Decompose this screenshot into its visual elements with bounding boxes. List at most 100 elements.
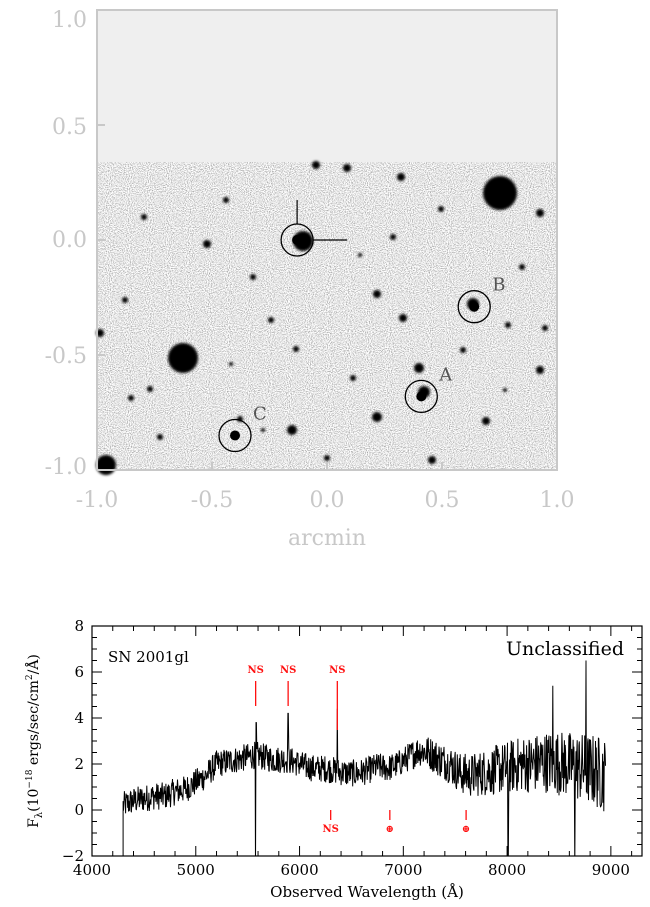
marker-label: B — [492, 275, 505, 296]
marker-circle — [457, 290, 491, 324]
spectrum-annotations: NS NS NS NS ⊕ ⊕ — [247, 665, 470, 835]
spectrum-x-tick-label: 5000 — [177, 861, 215, 879]
spectrum-x-axis-label: Observed Wavelength (Å) — [270, 883, 464, 901]
star — [312, 161, 320, 169]
telluric-icon: ⊕ — [462, 824, 470, 835]
star — [343, 164, 351, 172]
finding-marker: B — [457, 275, 505, 324]
finding-y-tick: -1.0 — [45, 455, 87, 480]
marker-circle — [218, 418, 252, 453]
star — [203, 240, 211, 248]
spectrum-classification: Unclassified — [506, 638, 624, 660]
spectrum-annotation-above: NS — [329, 665, 346, 730]
star — [373, 290, 381, 298]
y-label-units-prefix: (10 — [26, 789, 42, 812]
star — [157, 434, 163, 440]
star — [397, 173, 405, 181]
star — [324, 455, 330, 461]
y-label-units-suffix: /Å) — [24, 654, 42, 674]
star — [168, 343, 198, 373]
star — [358, 253, 362, 257]
y-label-units-mid: ergs/sec/cm — [26, 680, 42, 769]
star — [122, 297, 128, 303]
spectrum-y-tick-label: −2 — [62, 847, 84, 865]
spectrum-y-tick-label: 0 — [74, 801, 84, 819]
finding-chart-ticks — [96, 9, 558, 471]
finding-x-tick: -0.5 — [191, 488, 233, 513]
spectrum-x-tick-label: 4000 — [73, 861, 111, 879]
marker-source — [230, 430, 240, 441]
marker-source — [416, 391, 427, 402]
star — [287, 425, 297, 435]
star — [519, 264, 525, 270]
finding-x-tick: 1.0 — [540, 488, 575, 513]
annotation-label: NS — [329, 665, 345, 676]
spectrum-y-axis-label: Fλ(10−18 ergs/sec/cm2/Å) — [24, 654, 45, 828]
marker-source — [469, 301, 480, 312]
star — [250, 274, 256, 280]
finding-x-tick: 0.5 — [425, 488, 460, 513]
star — [536, 366, 544, 374]
spectrum-annotation-below: ⊕ — [462, 810, 470, 835]
star — [505, 322, 511, 328]
finding-x-tick: 0.0 — [310, 488, 345, 513]
star — [261, 428, 265, 432]
star — [483, 176, 517, 210]
finding-chart-empty-region — [97, 10, 557, 162]
star — [229, 362, 233, 366]
spectrum-x-tick-label: 8000 — [488, 861, 526, 879]
spectrum-annotation-above: NS — [280, 665, 296, 706]
spectrum-annotation-below: ⊕ — [386, 810, 394, 835]
star — [147, 386, 153, 392]
star — [223, 197, 229, 203]
spectrum-x-tick-label: 7000 — [384, 861, 422, 879]
finding-chart: B A C -1.0 -0.5 0.0 0.5 1.0 1.0 0.5 0.0 -0… — [45, 8, 575, 551]
telluric-icon: ⊕ — [386, 824, 394, 835]
star — [268, 317, 274, 323]
star — [390, 234, 396, 240]
star — [350, 375, 356, 381]
marker-circle — [404, 379, 438, 414]
finding-marker: A — [404, 364, 453, 414]
star — [128, 395, 134, 401]
finding-x-axis-label: arcmin — [288, 526, 366, 551]
finding-y-tick: 0.5 — [52, 115, 87, 140]
spectrum-y-tick-label: 4 — [74, 709, 84, 727]
finding-y-tick: -0.5 — [45, 344, 87, 369]
star — [399, 314, 407, 322]
spectrum-x-tick-label: 6000 — [280, 861, 318, 879]
spectrum-annotation-below: NS — [322, 810, 339, 835]
spectrum-y-tick-label: 2 — [74, 755, 84, 773]
star — [414, 363, 424, 373]
finding-markers: B A C — [218, 200, 505, 453]
star — [503, 388, 507, 392]
finding-x-tick: -1.0 — [76, 488, 118, 513]
marker-label: C — [253, 404, 267, 425]
annotation-label: NS — [280, 665, 296, 676]
spectrum-y-tick-label: 6 — [74, 663, 84, 681]
annotation-label: NS — [322, 824, 338, 835]
finding-y-tick: 0.0 — [52, 228, 87, 253]
star — [293, 346, 299, 352]
finding-chart-noise — [97, 162, 557, 470]
finding-marker: C — [218, 404, 267, 453]
marker-label: A — [438, 364, 453, 385]
y-label-units-sq: 2 — [25, 674, 35, 680]
star — [372, 412, 382, 422]
star — [542, 325, 548, 331]
finding-marker — [280, 200, 348, 257]
marker-source — [292, 235, 303, 245]
y-label-symbol: F — [26, 818, 42, 828]
spectrum-x-tick-label: 9000 — [592, 861, 630, 879]
spectrum-y-tick-label: 8 — [74, 617, 84, 635]
star — [482, 417, 490, 425]
star — [428, 456, 436, 464]
y-label-exponent: −18 — [25, 769, 35, 788]
finding-y-tick: 1.0 — [52, 8, 87, 33]
spectrum-title: SN 2001gl — [108, 648, 189, 666]
annotation-label: NS — [247, 665, 263, 676]
spectrum-annotation-above: NS — [247, 665, 264, 706]
spectrum-ticks: 4000 5000 6000 7000 8000 9000 −2 0 2 4 6 8 — [62, 617, 642, 879]
y-label-subscript: λ — [34, 811, 45, 818]
